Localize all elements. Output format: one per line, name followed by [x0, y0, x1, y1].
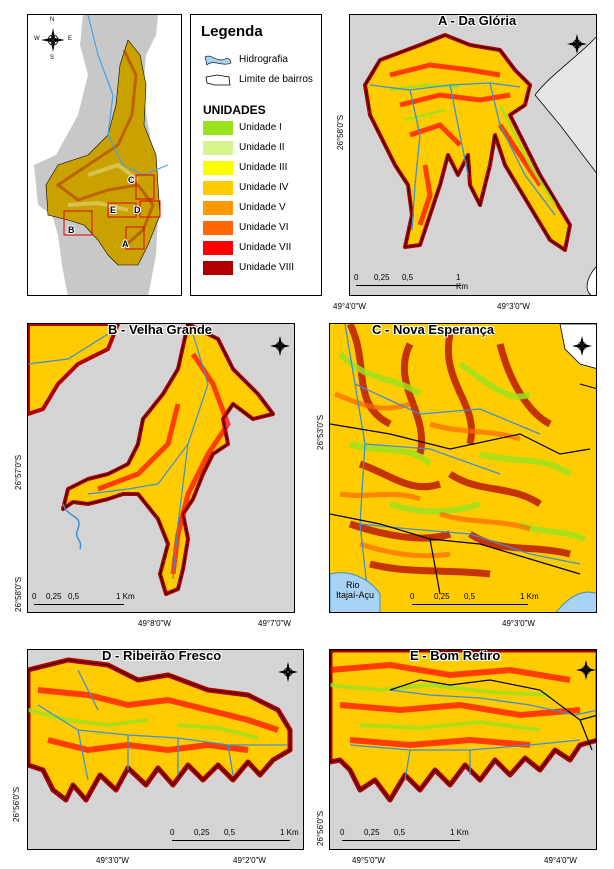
legend-hydro: Hidrografia [203, 53, 288, 67]
limit-swatch-icon [205, 74, 231, 86]
scale-bar-a: 0 0,25 0,5 1 Km [354, 273, 468, 293]
legend-unit-swatch [203, 141, 233, 155]
compass-s: S [50, 55, 55, 61]
panel-e-lon-right: 49°4'0"W [544, 856, 577, 865]
river-label-line-1: Rio [346, 580, 360, 590]
legend-unit-swatch [203, 241, 233, 255]
map-panel-a: A - Da Glória 0 0,25 0,5 1 Km [349, 14, 597, 296]
legend-limit-label: Limite de bairros [239, 74, 313, 85]
legend-title: Legenda [201, 23, 263, 40]
panel-c-lon: 49°3'0"W [502, 619, 535, 628]
panel-b-lon-left: 49°8'0"W [138, 619, 171, 628]
scale-bar-e: 0 0,25 0,5 1 Km [340, 828, 472, 848]
legend-unit-label: Unidade II [239, 142, 285, 153]
overview-label-b: B [68, 225, 75, 235]
scale-bar-d: 0 0,25 0,5 1 Km [170, 828, 302, 848]
legend-unit-swatch [203, 121, 233, 135]
scale-a-3: 1 Km [456, 273, 468, 291]
legend-unit-label: Unidade VI [239, 222, 289, 233]
overview-label-a: A [122, 239, 129, 249]
scale-b-2: 0,5 [68, 592, 80, 601]
panel-d-lon-right: 49°2'0"W [233, 856, 266, 865]
map-panel-d: D - Ribeirão Fresco 0 0,25 0,5 1 Km [27, 649, 304, 850]
legend-unit-swatch [203, 201, 233, 215]
legend-unit-swatch [203, 261, 233, 275]
scale-bar-c: 0 0,25 0,5 1 Km [410, 592, 542, 612]
legend-unit-label: Unidade VII [239, 242, 292, 253]
scale-bar-b: 0 0,25 0,5 1 Km [32, 592, 144, 612]
scale-b-0: 0 [32, 592, 37, 601]
overview-label-c: C [128, 175, 135, 185]
scale-e-2: 0,5 [394, 828, 406, 837]
legend: Legenda Hidrografia Limite de bairros UN… [190, 14, 322, 296]
legend-units-title: UNIDADES [203, 103, 266, 117]
scale-e-1: 0,25 [364, 828, 380, 837]
panel-d-title: D - Ribeirão Fresco [102, 649, 222, 663]
legend-unit-swatch [203, 221, 233, 235]
scale-a-2: 0,5 [402, 273, 414, 282]
panel-b-lat-2: 26°58'0"S [14, 576, 23, 612]
map-d-svg [28, 657, 293, 803]
legend-unit-label: Unidade VIII [239, 262, 295, 273]
legend-unit-label: Unidade IV [239, 182, 289, 193]
overview-label-d: D [134, 205, 141, 215]
panel-d-lon-left: 49°3'0"W [96, 856, 129, 865]
scale-d-0: 0 [170, 828, 175, 837]
panel-b-lon-right: 49°7'0"W [258, 619, 291, 628]
panel-c-title: C - Nova Esperança [372, 323, 495, 337]
hydro-swatch-icon [204, 55, 232, 66]
map-e-svg [330, 650, 596, 803]
legend-unit-label: Unidade III [239, 162, 288, 173]
scale-d-3: 1 Km [280, 828, 299, 837]
scale-d-2: 0,5 [224, 828, 236, 837]
legend-unit-label: Unidade I [239, 122, 282, 133]
scale-a-1: 0,25 [374, 273, 390, 282]
panel-a-lat: 26°58'0"S [336, 114, 345, 150]
panel-a-lon-left: 49°4'0"W [333, 302, 366, 311]
map-b-svg [28, 324, 275, 596]
legend-unit-swatch [203, 161, 233, 175]
panel-e-lon-left: 49°5'0"W [352, 856, 385, 865]
scale-a-0: 0 [354, 273, 359, 282]
panel-a-lon-right: 49°3'0"W [497, 302, 530, 311]
scale-b-1: 0,25 [46, 592, 62, 601]
legend-unit-swatch [203, 181, 233, 195]
map-panel-b: B - Velha Grande 0 0,25 0,5 1 Km [27, 323, 295, 613]
panel-e-lat: 26°56'0"S [316, 810, 325, 846]
map-panel-c: C - Nova Esperança Rio Itajaí-Açu 0 0,25… [329, 323, 597, 613]
legend-unit-label: Unidade V [239, 202, 286, 213]
legend-limit: Limite de bairros [203, 73, 313, 87]
scale-c-0: 0 [410, 592, 415, 601]
scale-c-1: 0,25 [434, 592, 450, 601]
panel-b-title: B - Velha Grande [108, 323, 213, 337]
overview-map: C E D B A N W E S [27, 14, 182, 296]
panel-d-lat: 26°56'0"S [12, 786, 21, 822]
map-panel-e: E - Bom Retiro 0 0,25 0,5 1 Km [329, 649, 597, 850]
scale-d-1: 0,25 [194, 828, 210, 837]
panel-c-lat: 26°53'0"S [316, 414, 325, 450]
scale-e-0: 0 [340, 828, 345, 837]
compass-n: N [50, 17, 55, 23]
overview-map-svg: C E D B A [34, 15, 169, 295]
map-a-svg [363, 33, 596, 295]
map-c-svg [330, 324, 596, 612]
compass-w: W [34, 36, 40, 42]
river-label-line-2: Itajaí-Açu [336, 590, 375, 600]
overview-label-e: E [110, 205, 116, 215]
scale-b-3: 1 Km [116, 592, 135, 601]
legend-hydro-label: Hidrografia [239, 54, 288, 65]
river-label: Rio Itajaí-Açu [336, 580, 374, 600]
panel-e-title: E - Bom Retiro [410, 649, 501, 663]
scale-c-3: 1 Km [520, 592, 539, 601]
panel-b-lat-1: 26°57'0"S [14, 454, 23, 490]
scale-c-2: 0,5 [464, 592, 476, 601]
compass-e: E [68, 36, 73, 42]
panel-a-title: A - Da Glória [438, 14, 517, 28]
scale-e-3: 1 Km [450, 828, 469, 837]
